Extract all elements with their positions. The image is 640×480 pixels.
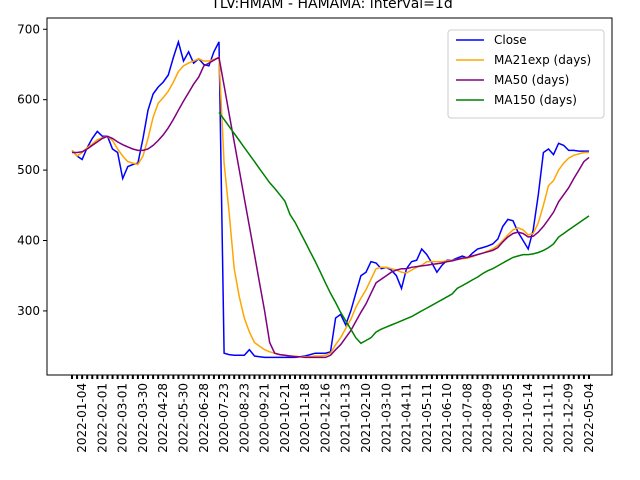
x-tick-label: 2021-12-09 [562,383,576,453]
x-tick-label: 2022-04-28 [156,383,170,453]
x-tick-label: 2021-03-10 [379,383,393,453]
y-tick-label: 400 [17,234,40,248]
legend-label: MA150 (days) [494,93,577,107]
x-tick-label: 2021-04-11 [400,383,414,453]
x-tick-label: 2022-05-04 [582,383,596,453]
x-tick-label: 2022-03-01 [116,383,130,453]
legend-label: MA21exp (days) [494,53,591,67]
x-tick-label: 2022-01-04 [75,383,89,453]
x-tick-label: 2021-06-10 [440,383,454,453]
series-line [72,56,590,359]
legend-label: MA50 (days) [494,73,569,87]
y-tick-label: 500 [17,163,40,177]
chart-title: TLV:HMAM - HAMAMA: interval=1d [210,0,452,12]
x-tick-label: 2021-01-13 [339,383,353,453]
x-tick-label: 2020-10-21 [278,383,292,453]
x-tick-label: 2022-05-30 [177,383,191,453]
x-tick-label: 2020-08-23 [237,383,251,453]
x-tick-label: 2021-02-10 [359,383,373,453]
x-tick-label: 2020-12-16 [318,383,332,453]
y-tick-label: 700 [17,22,40,36]
x-tick-label: 2020-11-18 [298,383,312,453]
x-tick-label: 2021-08-09 [481,383,495,453]
x-tick-label: 2021-05-11 [420,383,434,453]
x-tick-label: 2021-10-14 [521,383,535,453]
x-tick-label: 2020-09-21 [258,383,272,453]
y-tick-label: 600 [17,93,40,107]
x-tick-label: 2022-02-01 [95,383,109,453]
legend-label: Close [494,33,527,47]
series-line [218,111,590,345]
x-tick-label: 2021-09-05 [501,383,515,453]
y-tick-label: 300 [17,304,40,318]
legend-box [447,29,605,119]
series-line [71,56,589,358]
x-tick-label: 2021-11-11 [541,383,555,453]
x-tick-label: 2021-07-08 [460,383,474,453]
x-tick-label: 2022-06-28 [197,383,211,453]
x-tick-label: 2020-07-23 [217,383,231,453]
x-tick-label: 2022-03-30 [136,383,150,453]
